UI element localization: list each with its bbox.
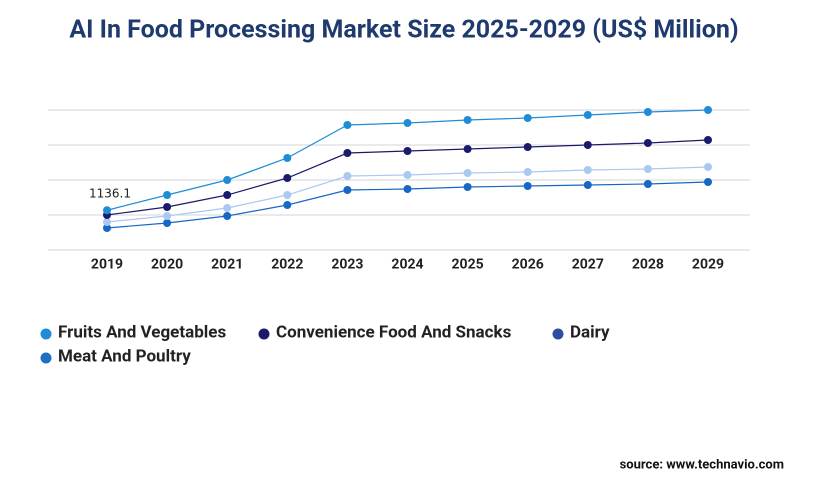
point — [704, 135, 712, 144]
legend-marker — [552, 328, 564, 340]
point — [643, 107, 652, 116]
point — [583, 181, 592, 190]
x-tick-label: 2022 — [271, 257, 303, 273]
point — [463, 183, 472, 191]
point — [643, 165, 652, 174]
point — [163, 212, 172, 221]
point — [283, 153, 292, 162]
point — [704, 177, 712, 186]
point — [463, 116, 472, 125]
point — [463, 144, 472, 153]
x-tick-label: 2024 — [391, 257, 423, 273]
point — [103, 223, 111, 232]
point — [163, 219, 172, 228]
x-tick-label: 2019 — [91, 257, 123, 273]
point — [163, 191, 172, 200]
x-tick-label: 2027 — [572, 257, 604, 273]
data-label: 1136.1 — [89, 187, 131, 201]
point — [283, 200, 292, 209]
point — [283, 191, 292, 200]
point — [704, 106, 712, 114]
point — [223, 204, 232, 212]
point — [523, 181, 532, 190]
legend-label: Meat And Poultry — [58, 346, 191, 366]
point — [343, 172, 352, 181]
point — [223, 191, 232, 200]
point — [523, 142, 532, 151]
source: source: www.technavio.com — [620, 457, 784, 472]
x-tick-label: 2023 — [331, 257, 363, 273]
point — [583, 165, 592, 174]
point — [283, 174, 292, 183]
point — [403, 118, 412, 127]
x-tick-label: 2029 — [692, 257, 724, 273]
point — [583, 111, 592, 120]
point — [223, 176, 232, 184]
x-tick-label: 2026 — [512, 257, 544, 273]
x-tick-label: 2025 — [452, 257, 484, 273]
legend-marker — [258, 328, 270, 340]
point — [704, 163, 712, 172]
point — [523, 114, 532, 123]
legend-label: Convenience Food And Snacks — [276, 322, 512, 342]
point — [403, 184, 412, 193]
point — [343, 121, 352, 130]
point — [403, 146, 412, 155]
point — [643, 179, 652, 188]
x-tick-label: 2021 — [211, 257, 243, 273]
legend-label: Fruits And Vegetables — [58, 322, 226, 342]
point — [403, 170, 412, 179]
x-tick-label: 2020 — [151, 257, 183, 273]
chart-title: AI In Food Processing Market Size 2025-2… — [69, 16, 738, 45]
legend-marker — [40, 352, 52, 364]
point — [583, 141, 592, 149]
point — [103, 206, 111, 215]
point — [103, 218, 111, 226]
point — [163, 202, 172, 211]
x-tick-label: 2028 — [632, 257, 664, 273]
legend-label: Dairy — [570, 322, 610, 342]
point — [223, 212, 232, 221]
point — [343, 149, 352, 158]
legend-marker — [40, 328, 52, 340]
point — [463, 169, 472, 177]
point — [343, 186, 352, 195]
point — [643, 139, 652, 148]
point — [523, 167, 532, 176]
